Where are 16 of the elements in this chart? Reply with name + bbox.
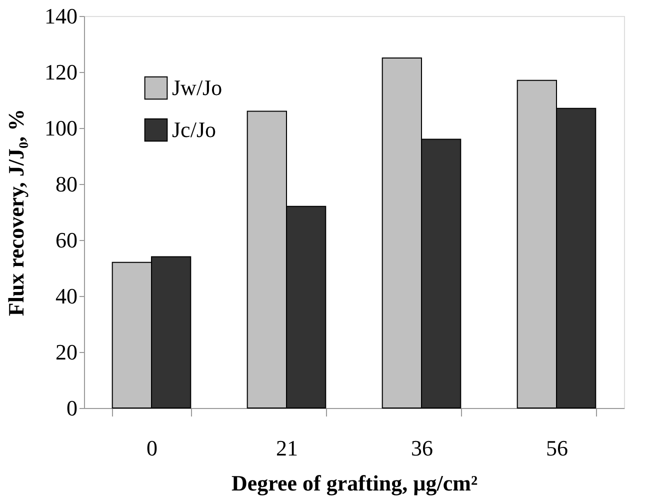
y-tick-label: 40 <box>56 284 78 308</box>
y-tick-label: 60 <box>56 228 78 252</box>
y-tick-label: 120 <box>44 60 78 84</box>
y-axis-title: Flux recovery, J/J₀, % <box>4 108 28 316</box>
legend-label: Jw/Jo <box>172 75 222 100</box>
x-axis-title: Degree of grafting, µg/cm² <box>231 470 478 496</box>
y-tick-label: 140 <box>44 4 78 28</box>
y-tick-label: 100 <box>44 116 78 140</box>
legend-label: Jc/Jo <box>172 117 216 142</box>
x-tick-label: 56 <box>546 436 568 460</box>
x-tick-label: 0 <box>146 436 158 460</box>
y-tick-label: 80 <box>56 172 78 196</box>
y-tick-label: 20 <box>56 340 78 364</box>
x-tick-label: 36 <box>411 436 433 460</box>
y-tick-label: 0 <box>66 396 78 420</box>
x-tick-label: 21 <box>276 436 298 460</box>
